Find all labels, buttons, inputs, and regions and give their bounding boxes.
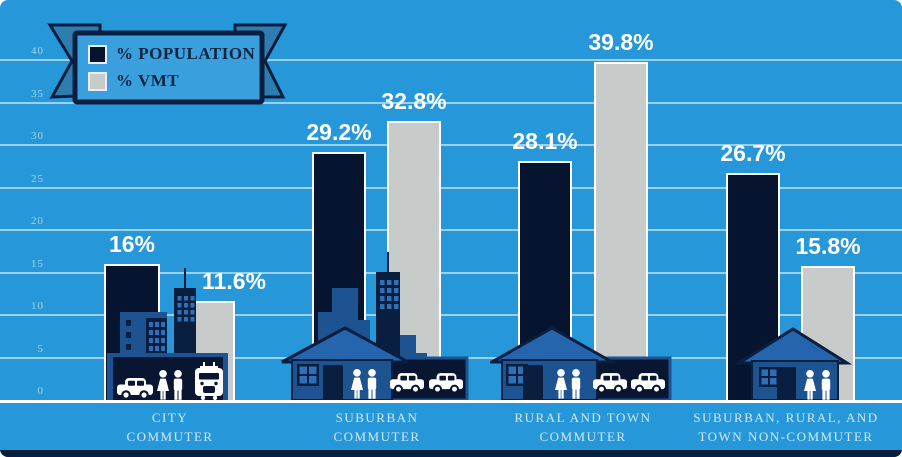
category-label-city: CITY COMMUTER bbox=[50, 409, 290, 447]
category-label-rural: RURAL AND TOWN COMMUTER bbox=[463, 409, 703, 447]
bar-value-label: 26.7% bbox=[720, 140, 786, 167]
gridline bbox=[0, 314, 902, 316]
gridline bbox=[0, 101, 902, 104]
rural-house-illustration bbox=[490, 326, 672, 400]
gridline bbox=[0, 271, 902, 274]
population-swatch bbox=[88, 44, 107, 64]
gridline bbox=[0, 59, 902, 61]
y-axis-tick-label: 5 bbox=[37, 342, 44, 355]
antenna-icon bbox=[387, 252, 389, 274]
y-axis-tick-label: 35 bbox=[31, 87, 44, 100]
legend-item-vmt: % VMT bbox=[88, 71, 258, 91]
legend-plaque bbox=[72, 30, 265, 105]
bar-value-label: 39.8% bbox=[588, 28, 654, 55]
category-line: COMMUTER bbox=[539, 428, 627, 444]
category-label-noncommuter: SUBURBAN, RURAL, AND TOWN NON-COMMUTER bbox=[666, 409, 902, 447]
gridline bbox=[0, 229, 902, 231]
vmt-bar bbox=[594, 61, 648, 400]
category-line: COMMUTER bbox=[126, 428, 214, 444]
bar-value-label: 11.6% bbox=[202, 268, 266, 295]
category-line: TOWN NON-COMMUTER bbox=[698, 428, 874, 444]
legend-label: % POPULATION bbox=[116, 44, 256, 63]
category-line: CITY bbox=[151, 410, 189, 425]
legend-item-population: % POPULATION bbox=[88, 44, 258, 64]
house-icon bbox=[735, 327, 853, 365]
y-axis-tick-label: 20 bbox=[31, 215, 44, 227]
x-axis-line bbox=[0, 400, 902, 403]
bar-value-label: 32.8% bbox=[381, 88, 447, 115]
category-line: SUBURBAN, RURAL, AND bbox=[693, 410, 879, 425]
antenna-icon bbox=[184, 268, 186, 290]
y-axis-tick-label: 40 bbox=[31, 45, 44, 57]
category-line: COMMUTER bbox=[333, 428, 421, 444]
vmt-swatch bbox=[88, 71, 107, 91]
legend: % POPULATION % VMT bbox=[88, 44, 258, 91]
y-axis-tick-label: 30 bbox=[31, 130, 44, 142]
noncommuter-house-illustration bbox=[735, 327, 853, 400]
gridline bbox=[0, 144, 902, 146]
city-skyline-illustration bbox=[107, 268, 228, 400]
category-line: SUBURBAN bbox=[335, 410, 419, 425]
category-label-suburban: SUBURBAN COMMUTER bbox=[257, 409, 497, 447]
bar-value-label: 16% bbox=[108, 231, 156, 257]
suburban-house-illustration bbox=[281, 252, 469, 400]
house-icon bbox=[490, 326, 618, 364]
y-axis-tick-label: 10 bbox=[31, 300, 44, 312]
footer-bar bbox=[0, 450, 902, 457]
ribbon-banner bbox=[47, 23, 288, 105]
legend-label: % VMT bbox=[116, 71, 180, 90]
category-line: RURAL AND TOWN bbox=[514, 410, 652, 425]
y-axis-tick-label: 25 bbox=[31, 172, 44, 185]
bar-value-label: 29.2% bbox=[306, 118, 372, 145]
bar-value-label: 15.8% bbox=[795, 232, 861, 259]
y-axis-tick-label: 0 bbox=[37, 385, 44, 397]
gridline bbox=[0, 186, 902, 189]
y-axis-tick-label: 15 bbox=[31, 257, 44, 270]
bar-value-label: 28.1% bbox=[512, 128, 578, 155]
